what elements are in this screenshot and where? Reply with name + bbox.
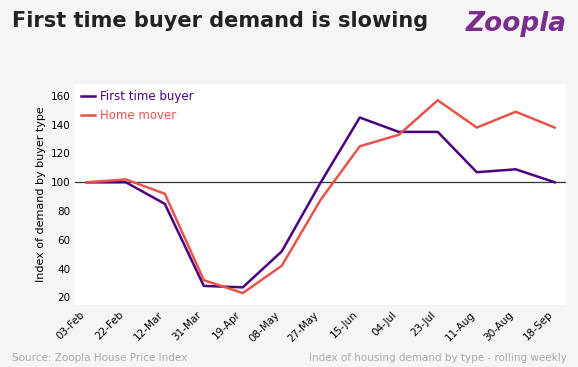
Legend: First time buyer, Home mover: First time buyer, Home mover bbox=[79, 88, 196, 124]
Home mover bbox=[279, 264, 286, 268]
Home mover bbox=[395, 132, 402, 137]
Home mover bbox=[317, 197, 324, 202]
First time buyer bbox=[317, 180, 324, 185]
Home mover bbox=[123, 177, 129, 182]
First time buyer bbox=[161, 201, 168, 206]
Home mover bbox=[83, 180, 90, 185]
First time buyer bbox=[123, 180, 129, 185]
Home mover bbox=[161, 192, 168, 196]
Home mover bbox=[239, 291, 246, 295]
Home mover bbox=[473, 126, 480, 130]
First time buyer bbox=[356, 115, 363, 120]
Text: Source: Zoopla House Price Index: Source: Zoopla House Price Index bbox=[12, 353, 187, 363]
Home mover bbox=[551, 126, 558, 130]
First time buyer bbox=[239, 285, 246, 290]
Home mover bbox=[356, 144, 363, 149]
First time buyer bbox=[395, 130, 402, 134]
Text: Index of housing demand by type - rolling weekly: Index of housing demand by type - rollin… bbox=[309, 353, 566, 363]
Y-axis label: Index of demand by buyer type: Index of demand by buyer type bbox=[36, 107, 46, 282]
Home mover bbox=[512, 110, 519, 114]
First time buyer bbox=[473, 170, 480, 174]
First time buyer bbox=[434, 130, 441, 134]
Line: Home mover: Home mover bbox=[87, 100, 555, 293]
First time buyer bbox=[512, 167, 519, 171]
Line: First time buyer: First time buyer bbox=[87, 117, 555, 287]
First time buyer bbox=[83, 180, 90, 185]
Text: Zoopla: Zoopla bbox=[465, 11, 566, 37]
First time buyer bbox=[551, 180, 558, 185]
Home mover bbox=[201, 278, 208, 282]
Text: First time buyer demand is slowing: First time buyer demand is slowing bbox=[12, 11, 428, 31]
Home mover bbox=[434, 98, 441, 102]
First time buyer bbox=[201, 284, 208, 288]
First time buyer bbox=[279, 249, 286, 254]
